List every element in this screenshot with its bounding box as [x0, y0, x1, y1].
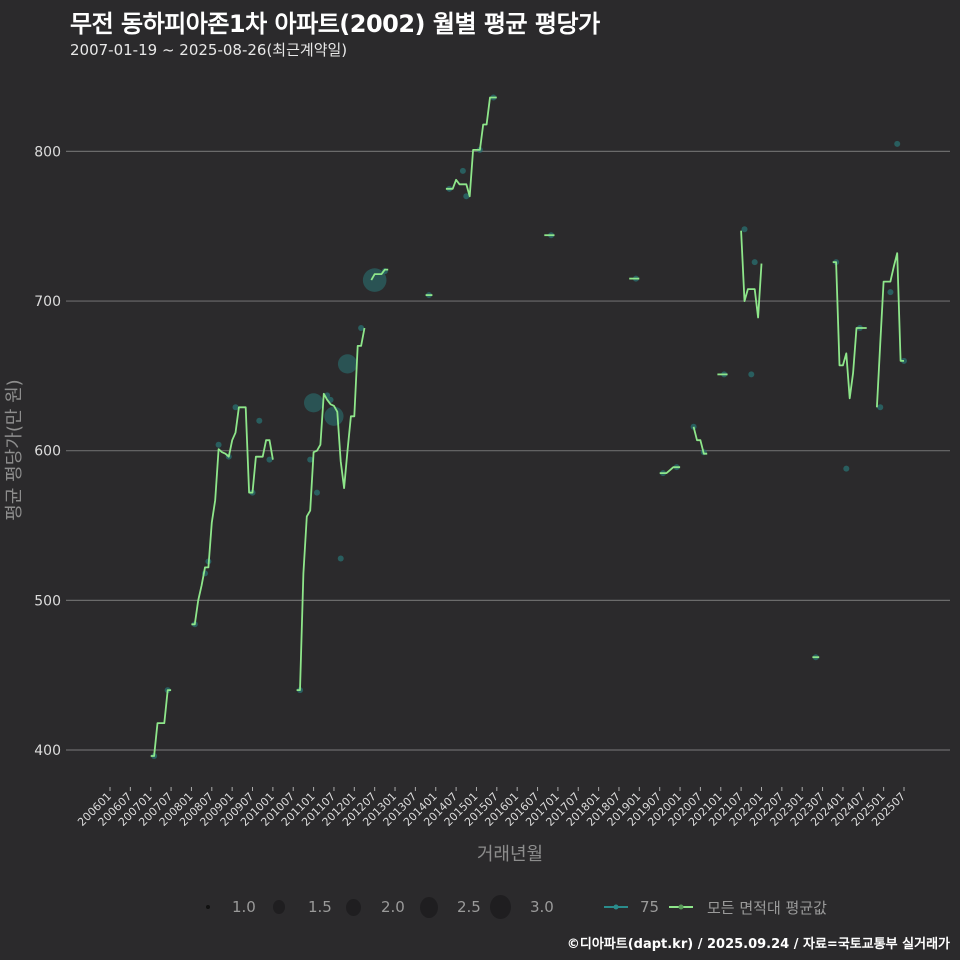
data-point	[358, 324, 365, 331]
y-tick-label: 500	[34, 593, 61, 609]
legend-series-75: 75	[604, 893, 659, 921]
x-axis-title: 거래년월	[477, 844, 543, 865]
data-point	[256, 417, 263, 424]
average-line-segment	[296, 327, 366, 691]
average-line-segment	[445, 96, 497, 198]
y-axis-title: 평균 평당가(만 원)	[4, 379, 25, 520]
data-point	[843, 465, 850, 472]
chart-subtitle: 2007-01-19 ~ 2025-08-26(최근계약일)	[70, 41, 348, 59]
line-point-key-icon	[669, 904, 693, 910]
data-point	[337, 354, 358, 374]
series-75-points	[151, 94, 907, 759]
data-point	[463, 193, 470, 200]
data-point	[741, 226, 748, 233]
data-point	[324, 406, 344, 426]
y-tick-label: 600	[34, 444, 61, 460]
average-line-segment	[659, 466, 681, 474]
average-line-segment	[370, 268, 389, 281]
legend-series-average: 모든 면적대 평균값	[669, 893, 827, 921]
legend-size-2-5: 2.5	[420, 893, 481, 921]
average-line-segment	[150, 689, 172, 757]
size-dot-icon	[420, 896, 438, 918]
data-point	[303, 393, 324, 413]
data-point	[894, 140, 901, 147]
data-point	[748, 371, 755, 378]
average-line-segment	[832, 261, 867, 400]
y-tick-label: 400	[34, 743, 61, 759]
average-line-segment	[740, 230, 763, 319]
data-point	[337, 555, 344, 562]
data-point	[690, 423, 697, 430]
size-dot-icon	[490, 895, 511, 919]
line-point-key-icon	[604, 904, 628, 910]
legend-size-1-0: 1.0	[206, 893, 256, 921]
legend-size-2-0: 2.0	[346, 893, 405, 921]
data-point	[887, 289, 894, 296]
size-dot-icon	[346, 898, 361, 916]
series-average-line	[150, 96, 904, 757]
x-axis-ticks: 2006012006072007012007072008012008072009…	[75, 787, 908, 829]
size-dot-icon	[273, 900, 285, 914]
data-point	[307, 456, 314, 463]
data-point	[459, 167, 466, 174]
y-tick-label: 700	[34, 294, 61, 310]
source-credit: ©디아파트(dapt.kr) / 2025.09.24 / 자료=국토교통부 실…	[566, 937, 950, 952]
gridlines	[66, 150, 950, 751]
chart-title: 무전 동하피아존1차 아파트(2002) 월별 평균 평당가	[70, 10, 600, 38]
average-line-segment	[692, 426, 708, 455]
data-point	[215, 441, 222, 448]
legend-size-3-0: 3.0	[490, 893, 554, 921]
legend: 1.0 1.5 2.0 2.5 3.0 75 모든 면적대 평균값	[0, 893, 960, 923]
data-point	[266, 456, 273, 463]
legend-size-1-5: 1.5	[273, 893, 332, 921]
size-dot-icon	[206, 905, 210, 909]
average-line-segment	[876, 252, 904, 408]
average-line-segment	[191, 406, 274, 626]
y-tick-label: 800	[34, 144, 61, 160]
y-axis-ticks: 400 500 600 700 800	[34, 144, 61, 759]
data-point	[313, 489, 320, 496]
data-point	[751, 259, 758, 266]
data-point	[232, 404, 239, 411]
data-point	[877, 404, 884, 411]
